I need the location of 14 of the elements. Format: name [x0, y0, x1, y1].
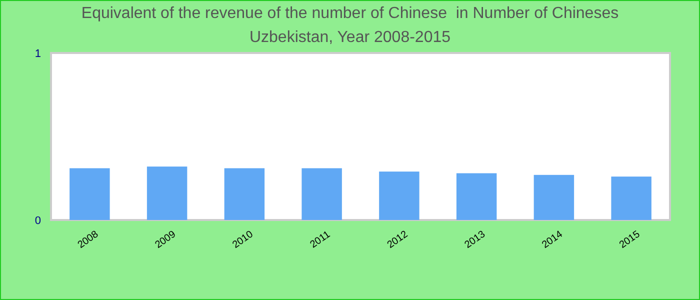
chart-title: Equivalent of the revenue of the number of Chinese in Number of Chineses Uzbekistan, Year 2008-2015: [81, 5, 619, 46]
bar: [456, 173, 497, 220]
bar: [302, 168, 342, 220]
bar: [224, 168, 265, 220]
x-tick-label: 2009: [153, 228, 178, 251]
y-tick-label: 0: [34, 214, 41, 227]
y-tick-label: 1: [34, 48, 41, 60]
x-tick-label: 2011: [308, 229, 333, 251]
bar: [70, 168, 110, 220]
bar: [146, 166, 188, 220]
x-tick-label: 2010: [230, 228, 256, 251]
bar: [611, 176, 652, 220]
bar: [379, 172, 420, 220]
bar: [534, 174, 574, 220]
